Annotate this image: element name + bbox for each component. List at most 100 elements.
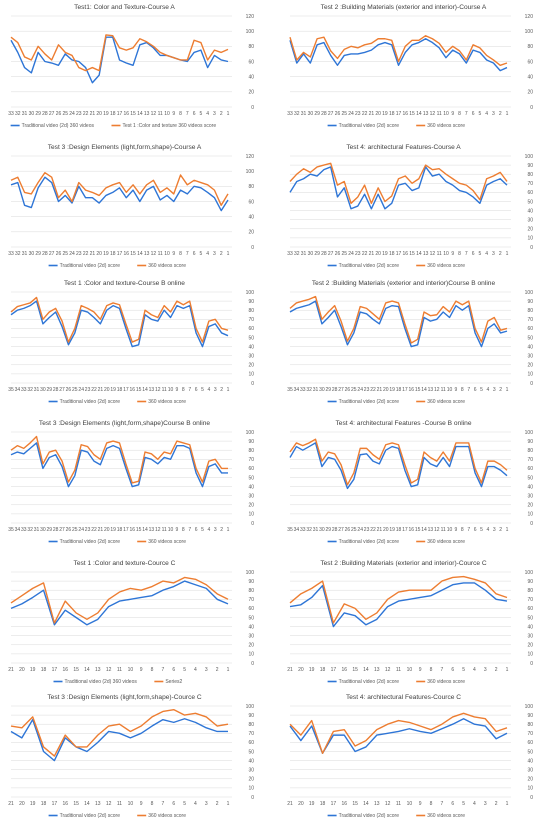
series-line-2 <box>289 575 508 624</box>
chart-title: Test 4: architectural Features-Course A <box>346 144 461 151</box>
chart-svg: Test 4: architectural Features-Course A 0… <box>287 144 533 269</box>
y-tick-label: 10 <box>527 786 533 792</box>
x-tick-label: 10 <box>164 251 170 257</box>
x-tick-label: 15 <box>415 387 421 393</box>
x-tick-label: 8 <box>179 251 182 257</box>
x-tick-label: 24 <box>78 387 84 393</box>
chart-title: Test 4: architectural Features -Course B… <box>336 420 472 427</box>
y-tick-label: 40 <box>248 484 254 490</box>
y-tick-label: 70 <box>248 597 254 603</box>
series-line-1 <box>289 38 508 72</box>
x-tick-label: 3 <box>493 527 496 533</box>
x-tick-label: 3 <box>213 251 216 257</box>
x-tick-label: 12 <box>385 667 391 673</box>
y-tick-label: 90 <box>248 713 254 719</box>
x-tick-label: 5 <box>199 111 202 117</box>
x-tick-label: 4 <box>486 387 489 393</box>
x-tick-label: 22 <box>370 527 376 533</box>
x-tick-label: 21 <box>98 527 104 533</box>
x-tick-label: 15 <box>409 111 415 117</box>
x-tick-label: 1 <box>227 387 230 393</box>
x-tick-label: 15 <box>415 527 421 533</box>
x-tick-label: 28 <box>332 527 338 533</box>
series-line-2 <box>10 576 229 624</box>
x-tick-label: 3 <box>214 527 217 533</box>
x-tick-label: 5 <box>183 801 186 807</box>
y-tick-label: 30 <box>248 634 254 640</box>
chart-panel-8: Test 4: architectural Features -Course B… <box>282 418 547 558</box>
y-tick-label: 80 <box>527 588 533 594</box>
y-tick-label: 0 <box>530 661 533 667</box>
x-tick-label: 30 <box>40 387 46 393</box>
y-tick-label: 40 <box>248 344 254 350</box>
x-tick-label: 16 <box>124 251 130 257</box>
x-tick-label: 28 <box>332 387 338 393</box>
x-tick-label: 5 <box>480 527 483 533</box>
x-tick-label: 32 <box>15 251 21 257</box>
x-tick-label: 12 <box>155 527 161 533</box>
x-tick-label: 2 <box>216 801 219 807</box>
y-tick-label: 40 <box>248 214 254 220</box>
x-tick-label: 20 <box>104 387 110 393</box>
x-tick-label: 32 <box>306 387 312 393</box>
x-tick-label: 28 <box>42 111 48 117</box>
legend-label-2: 360 videos score <box>148 539 186 545</box>
chart-svg: Test 2 :Building Materials (exterior and… <box>287 280 533 405</box>
x-tick-label: 8 <box>458 111 461 117</box>
x-tick-label: 23 <box>355 251 361 257</box>
x-tick-label: 34 <box>15 387 21 393</box>
y-tick-label: 30 <box>248 494 254 500</box>
x-tick-label: 2 <box>495 801 498 807</box>
x-tick-label: 10 <box>443 251 449 257</box>
x-tick-label: 18 <box>389 251 395 257</box>
y-tick-label: 10 <box>248 512 254 518</box>
x-tick-label: 11 <box>396 667 401 673</box>
chart-title: Test 2 :Building Materials (exterior and… <box>312 280 496 287</box>
x-tick-label: 5 <box>478 251 481 257</box>
x-tick-label: 6 <box>195 527 198 533</box>
x-tick-label: 8 <box>151 801 154 807</box>
y-tick-label: 100 <box>525 29 534 35</box>
series-line-2 <box>10 34 229 72</box>
x-tick-label: 26 <box>345 387 351 393</box>
x-tick-label: 8 <box>430 801 433 807</box>
chart-title: Test 3 :Design Elements (light,form,shap… <box>47 694 202 701</box>
chart-panel-9: Test 1 :Color and texture-Cource C 0 10 20 3… <box>3 558 268 698</box>
x-tick-label: 1 <box>506 801 509 807</box>
legend-label-2: 360 videos score <box>427 399 465 405</box>
x-tick-label: 30 <box>319 387 325 393</box>
y-tick-label: 20 <box>527 363 533 369</box>
x-tick-label: 5 <box>462 667 465 673</box>
x-tick-label: 12 <box>106 667 112 673</box>
x-tick-label: 23 <box>364 387 370 393</box>
x-tick-label: 27 <box>328 251 334 257</box>
x-tick-label: 17 <box>402 387 408 393</box>
y-tick-label: 40 <box>248 624 254 630</box>
series-line-1 <box>10 442 228 488</box>
x-tick-label: 9 <box>455 527 458 533</box>
x-tick-label: 13 <box>149 527 155 533</box>
y-tick-label: 70 <box>248 457 254 463</box>
x-tick-label: 13 <box>423 251 429 257</box>
x-tick-label: 19 <box>110 527 116 533</box>
x-tick-label: 22 <box>91 387 97 393</box>
x-tick-label: 26 <box>66 527 72 533</box>
x-tick-label: 4 <box>485 111 488 117</box>
series-line-2 <box>10 171 229 206</box>
x-tick-label: 18 <box>110 111 116 117</box>
y-tick-label: 20 <box>248 90 254 96</box>
x-tick-label: 18 <box>117 387 123 393</box>
x-tick-label: 3 <box>484 667 487 673</box>
y-tick-label: 70 <box>527 731 533 737</box>
x-tick-label: 6 <box>474 527 477 533</box>
x-tick-label: 4 <box>207 387 210 393</box>
x-tick-label: 22 <box>83 251 89 257</box>
chart-title: Test 2 :Building Materials (exterior and… <box>320 560 487 567</box>
x-tick-label: 33 <box>287 251 293 257</box>
y-tick-label: 30 <box>527 494 533 500</box>
x-tick-label: 2 <box>220 251 223 257</box>
x-tick-label: 26 <box>56 251 62 257</box>
y-tick-label: 20 <box>248 230 254 236</box>
x-tick-label: 21 <box>287 667 293 673</box>
y-tick-label: 60 <box>527 606 533 612</box>
